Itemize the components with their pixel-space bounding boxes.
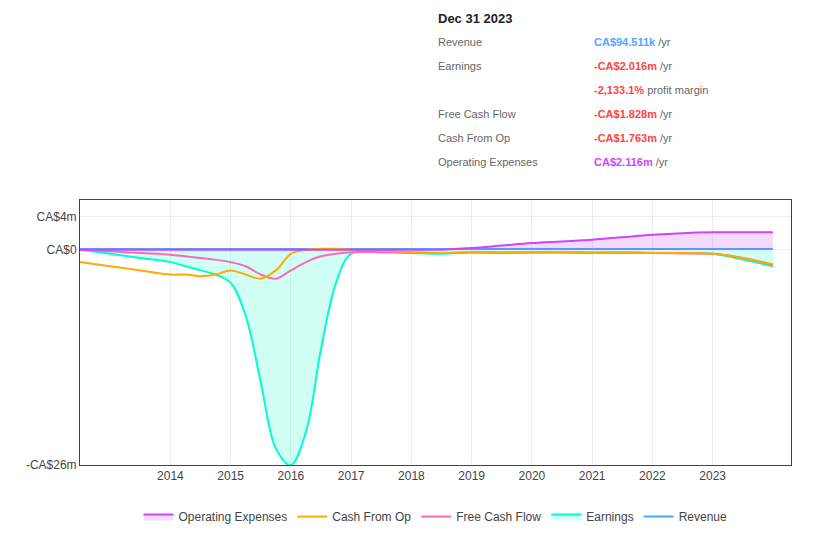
svg-text:CA$4m: CA$4m: [37, 210, 77, 224]
svg-text:2014: 2014: [157, 469, 184, 483]
svg-text:-2,133.1% profit margin: -2,133.1% profit margin: [594, 84, 708, 96]
svg-text:2020: 2020: [519, 469, 546, 483]
svg-text:Free Cash Flow: Free Cash Flow: [456, 510, 541, 524]
svg-text:-CA$26m: -CA$26m: [26, 458, 77, 472]
svg-text:-CA$2.016m /yr: -CA$2.016m /yr: [594, 60, 673, 72]
svg-text:Cash From Op: Cash From Op: [438, 132, 510, 144]
svg-text:Revenue: Revenue: [679, 510, 727, 524]
svg-text:Operating Expenses: Operating Expenses: [438, 156, 538, 168]
svg-text:CA$2.116m /yr: CA$2.116m /yr: [594, 156, 668, 168]
svg-text:2019: 2019: [458, 469, 485, 483]
svg-text:Free Cash Flow: Free Cash Flow: [438, 108, 516, 120]
svg-text:2018: 2018: [398, 469, 425, 483]
svg-text:CA$94.511k /yr: CA$94.511k /yr: [594, 36, 671, 48]
svg-text:2017: 2017: [338, 469, 365, 483]
svg-text:CA$0: CA$0: [47, 243, 77, 257]
svg-text:-CA$1.828m /yr: -CA$1.828m /yr: [594, 108, 673, 120]
svg-text:2021: 2021: [579, 469, 606, 483]
svg-text:Cash From Op: Cash From Op: [332, 510, 411, 524]
svg-text:Operating Expenses: Operating Expenses: [179, 510, 288, 524]
svg-text:Earnings: Earnings: [586, 510, 633, 524]
svg-text:Earnings: Earnings: [438, 60, 482, 72]
svg-text:2022: 2022: [639, 469, 666, 483]
svg-text:Revenue: Revenue: [438, 36, 482, 48]
svg-text:2015: 2015: [217, 469, 244, 483]
svg-text:2016: 2016: [278, 469, 305, 483]
svg-text:-CA$1.763m /yr: -CA$1.763m /yr: [594, 132, 673, 144]
svg-text:2023: 2023: [699, 469, 726, 483]
svg-text:Dec 31 2023: Dec 31 2023: [438, 11, 512, 26]
